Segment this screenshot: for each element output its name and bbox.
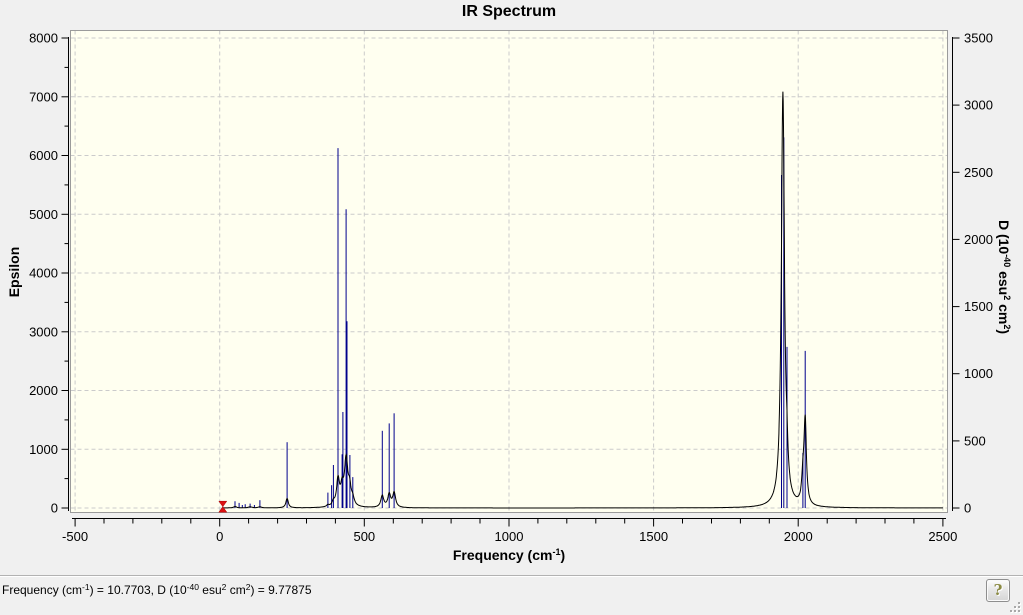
x-tick-label: 2500 [928,529,957,544]
x-tick-label: 1500 [639,529,668,544]
help-icon: ? [993,581,1003,599]
spectrum-plot[interactable]: 0100020003000400050006000700080000500100… [0,0,1023,575]
y-right-tick-label: 3500 [964,31,993,46]
y-left-tick-label: 3000 [29,324,58,339]
selection-marker [218,500,228,513]
y-right-tick-label: 1000 [964,366,993,381]
y-right-tick-label: 2000 [964,232,993,247]
y-right-axis-title: D (10-40 esu2 cm2) [996,219,1012,335]
x-tick-label: 2000 [784,529,813,544]
x-axis-title: Frequency (cm-1) [452,547,566,563]
y-right-tick-label: 3000 [964,98,993,113]
y-left-tick-label: 7000 [29,89,58,104]
status-bar: Frequency (cm-1) = 10.7703, D (10-40 esu… [0,575,1023,615]
y-left-tick-label: 6000 [29,148,58,163]
tick-labels: 0100020003000400050006000700080000500100… [29,31,993,545]
x-tick-label: 500 [353,529,375,544]
resize-grip-icon[interactable] [1008,600,1020,612]
x-tick-label: 1000 [495,529,524,544]
x-tick-label: 0 [216,529,223,544]
y-left-tick-label: 5000 [29,207,58,222]
grid [71,31,947,512]
epsilon-curve [222,91,943,509]
y-left-tick-label: 2000 [29,383,58,398]
y-left-axis-title: Epsilon [6,246,22,298]
y-left-tick-label: 8000 [29,31,58,46]
status-readout: Frequency (cm-1) = 10.7703, D (10-40 esu… [2,582,312,597]
x-tick-label: -500 [62,529,88,544]
y-right-tick-label: 500 [964,433,986,448]
chart-title: IR Spectrum [461,3,557,20]
axes [61,37,960,527]
y-right-tick-label: 1500 [964,299,993,314]
help-button[interactable]: ? [986,579,1010,602]
y-left-tick-label: 4000 [29,266,58,281]
y-left-tick-label: 1000 [29,442,58,457]
y-left-tick-label: 0 [51,501,58,516]
y-right-tick-label: 2500 [964,165,993,180]
y-right-tick-label: 0 [964,501,971,516]
